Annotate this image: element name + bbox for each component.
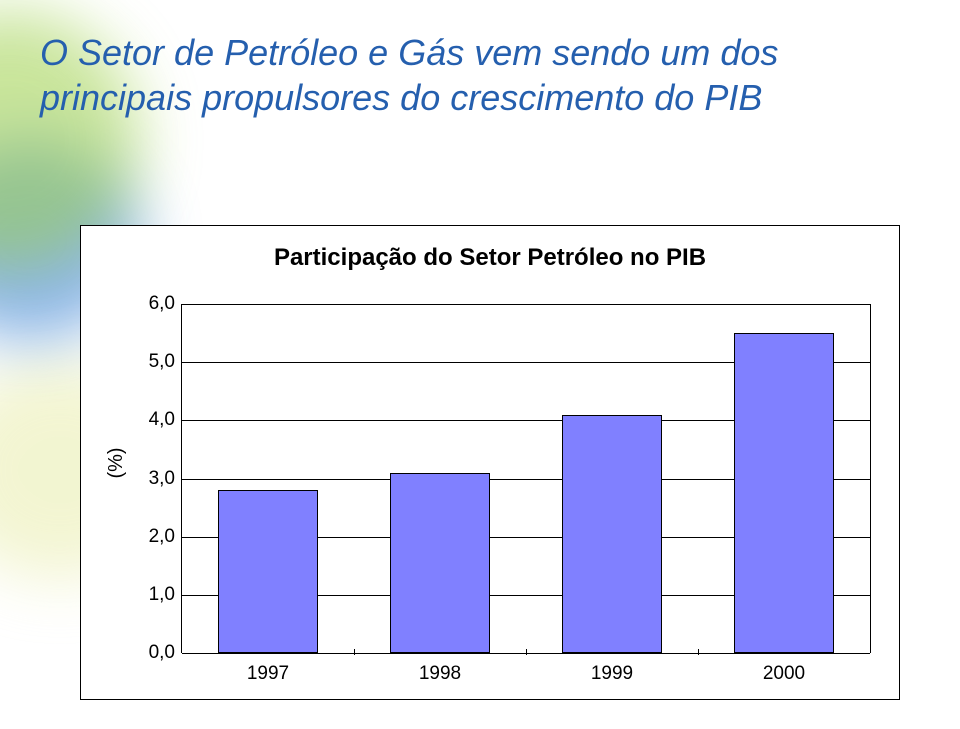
bar [562, 415, 662, 653]
chart-container: Participação do Setor Petróleo no PIB (%… [80, 225, 900, 700]
x-tick [526, 649, 527, 655]
chart-plot-inner: 1997199819992000 [181, 304, 871, 653]
bar [390, 473, 490, 653]
y-axis-unit-label: (%) [105, 447, 128, 478]
y-tick-label: 3,0 [131, 468, 175, 490]
x-tick-label: 2000 [763, 663, 805, 685]
heading-line-1: O Setor de Petróleo e Gás vem sendo um d… [40, 30, 920, 75]
y-tick-label: 5,0 [131, 351, 175, 373]
bar [734, 333, 834, 653]
x-tick-label: 1999 [591, 663, 633, 685]
chart-title: Participação do Setor Petróleo no PIB [81, 244, 899, 272]
y-tick-label: 0,0 [131, 642, 175, 664]
x-tick-label: 1998 [419, 663, 461, 685]
bar [218, 490, 318, 653]
y-tick-label: 1,0 [131, 584, 175, 606]
y-tick-label: 4,0 [131, 409, 175, 431]
heading-line-2: principais propulsores do crescimento do… [40, 75, 920, 120]
x-tick [698, 649, 699, 655]
chart-plot-area: 1997199819992000 0,01,02,03,04,05,06,0 [181, 304, 869, 653]
y-tick-label: 6,0 [131, 293, 175, 315]
gridline [182, 304, 870, 305]
x-tick [354, 649, 355, 655]
y-tick-label: 2,0 [131, 526, 175, 548]
x-tick-label: 1997 [247, 663, 289, 685]
